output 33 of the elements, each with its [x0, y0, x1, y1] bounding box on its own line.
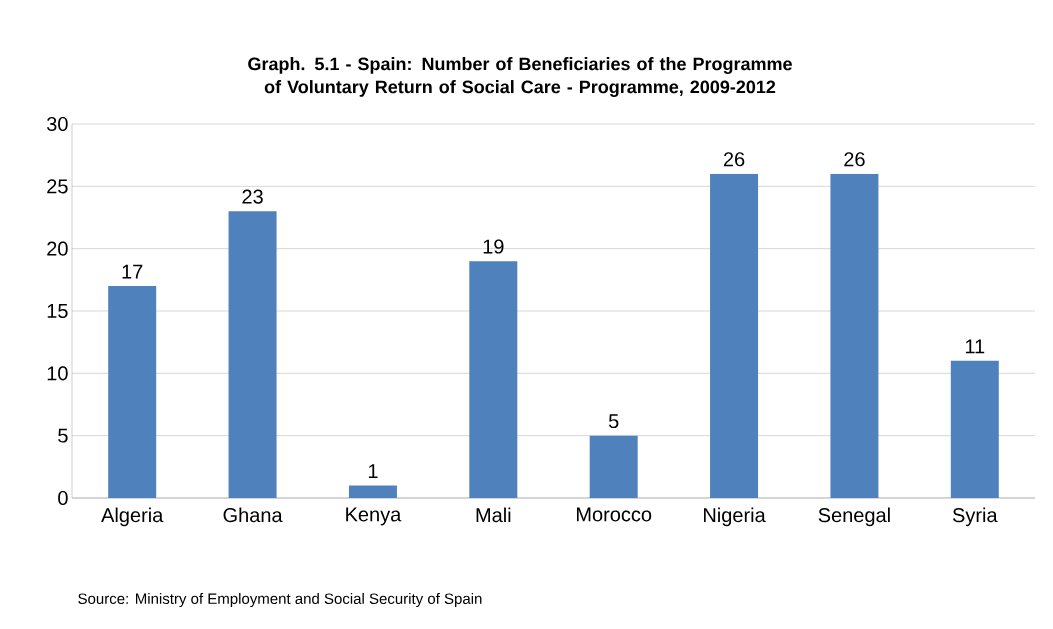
bar [348, 485, 397, 498]
y-tick-label: 0 [58, 490, 68, 506]
x-tick-label: Nigeria [704, 507, 766, 527]
x-tick-label: Morocco [576, 507, 652, 522]
x-tick-label: Algeria [101, 507, 164, 527]
y-tick-label: 25 [47, 179, 68, 194]
bar [830, 173, 879, 498]
bar [589, 435, 638, 498]
x-tick-label: Kenya [346, 507, 402, 526]
data-label: 26 [723, 152, 745, 167]
chart-title: Graph. 5.1 - Spain: Number of Beneficiaries of the Programme of Voluntary Return of Social Care - Programme, 2009-2012 [248, 57, 792, 97]
bar [710, 173, 759, 498]
bar [108, 286, 157, 498]
y-tick-label: 30 [47, 116, 68, 132]
data-label: 26 [844, 152, 865, 167]
data-label: 19 [483, 239, 504, 254]
x-tick-label: Syria [952, 507, 998, 527]
bar [469, 261, 518, 498]
data-label: 1 [368, 464, 378, 478]
source-note: Source: Ministry of Employment and Social Security of Spain [78, 592, 482, 607]
y-tick-label: 15 [47, 304, 68, 318]
bar [228, 211, 277, 498]
y-tick-label: 20 [47, 241, 68, 256]
x-tick-label: Senegal [818, 507, 890, 527]
x-tick-label: Ghana [223, 507, 283, 523]
bar [950, 360, 999, 498]
data-label: 17 [122, 264, 143, 279]
data-label: 11 [965, 339, 985, 354]
data-label: 5 [608, 414, 619, 429]
x-tick-label: Mali [476, 507, 511, 523]
data-label: 23 [242, 189, 263, 204]
y-tick-label: 10 [47, 366, 68, 381]
y-tick-label: 5 [58, 428, 68, 443]
